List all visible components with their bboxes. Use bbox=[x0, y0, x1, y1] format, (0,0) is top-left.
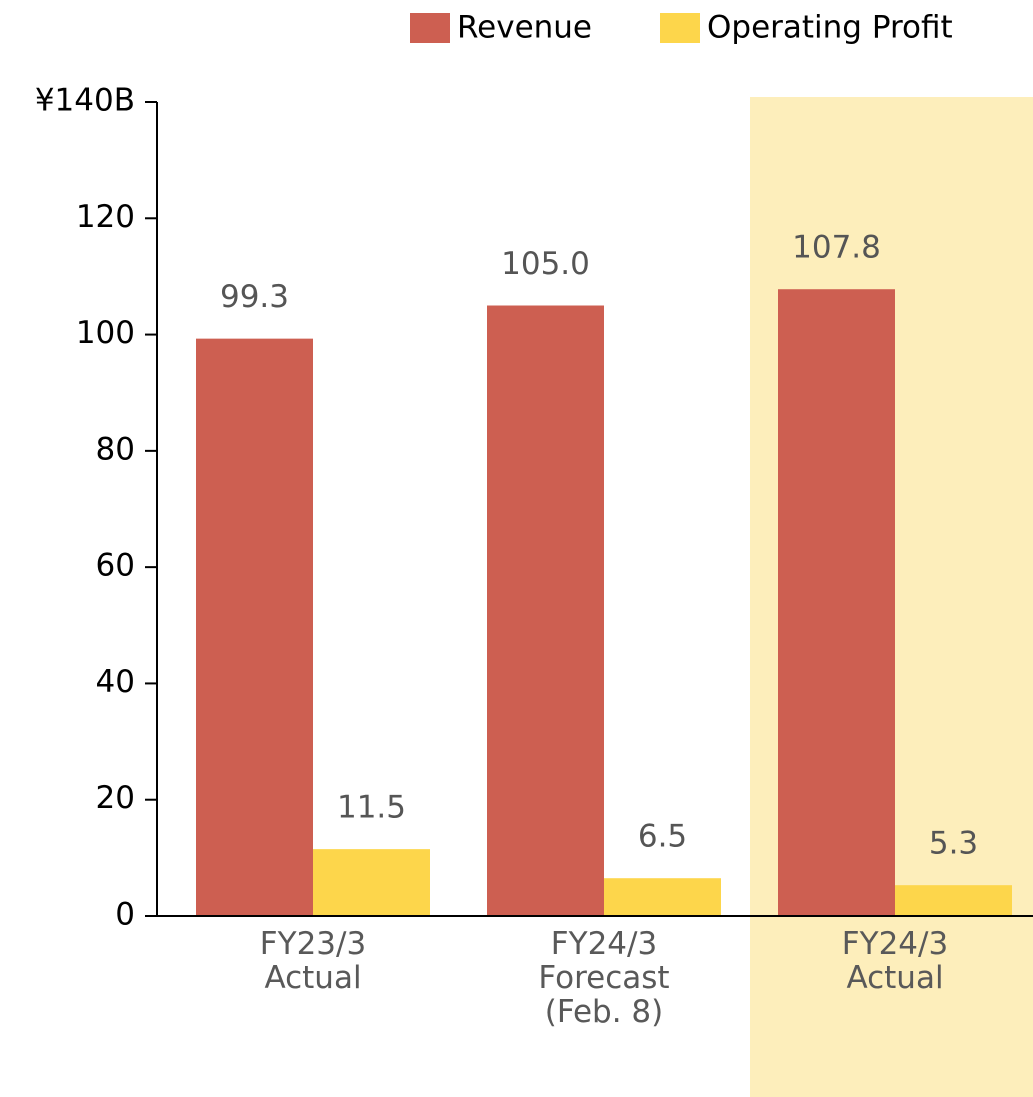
x-tick-label-line: FY24/3 bbox=[551, 926, 657, 962]
y-tick-label: 120 bbox=[76, 199, 135, 235]
x-tick-label-line: FY23/3 bbox=[260, 926, 366, 962]
data-label: 105.0 bbox=[501, 246, 590, 282]
x-tick-label: FY23/3 Actual bbox=[260, 926, 366, 996]
legend-swatch bbox=[410, 13, 450, 43]
bar bbox=[778, 289, 895, 917]
data-label: 11.5 bbox=[337, 790, 406, 826]
x-tick-label: FY24/3 Forecast (Feb. 8) bbox=[538, 926, 669, 1030]
y-tick-label: 80 bbox=[96, 431, 135, 467]
x-tick-label: FY24/3 Actual bbox=[842, 926, 948, 996]
bar bbox=[895, 885, 1012, 916]
y-tick-label: 60 bbox=[96, 548, 135, 584]
x-tick-label-line: FY24/3 bbox=[842, 926, 948, 962]
x-tick-label-line: Actual bbox=[264, 960, 361, 996]
data-label: 5.3 bbox=[929, 826, 978, 862]
bar bbox=[604, 878, 721, 916]
legend-label: Revenue bbox=[457, 10, 592, 46]
data-label: 99.3 bbox=[220, 279, 289, 315]
y-tick-label: ¥140B bbox=[35, 83, 135, 119]
bar bbox=[313, 849, 430, 916]
data-label: 6.5 bbox=[638, 819, 687, 855]
x-tick-label-line: (Feb. 8) bbox=[545, 994, 664, 1030]
y-tick-label: 40 bbox=[96, 664, 135, 700]
x-tick-label-line: Forecast bbox=[538, 960, 669, 996]
legend-swatch bbox=[660, 13, 700, 43]
legend-label: Operating Profit bbox=[707, 10, 953, 46]
y-tick-label: 100 bbox=[76, 315, 135, 351]
y-tick-label: 20 bbox=[96, 780, 135, 816]
x-tick-label-line: Actual bbox=[846, 960, 943, 996]
data-label: 107.8 bbox=[792, 230, 881, 266]
bar bbox=[487, 305, 604, 916]
y-tick-label: 0 bbox=[115, 897, 135, 933]
bar bbox=[196, 338, 313, 916]
